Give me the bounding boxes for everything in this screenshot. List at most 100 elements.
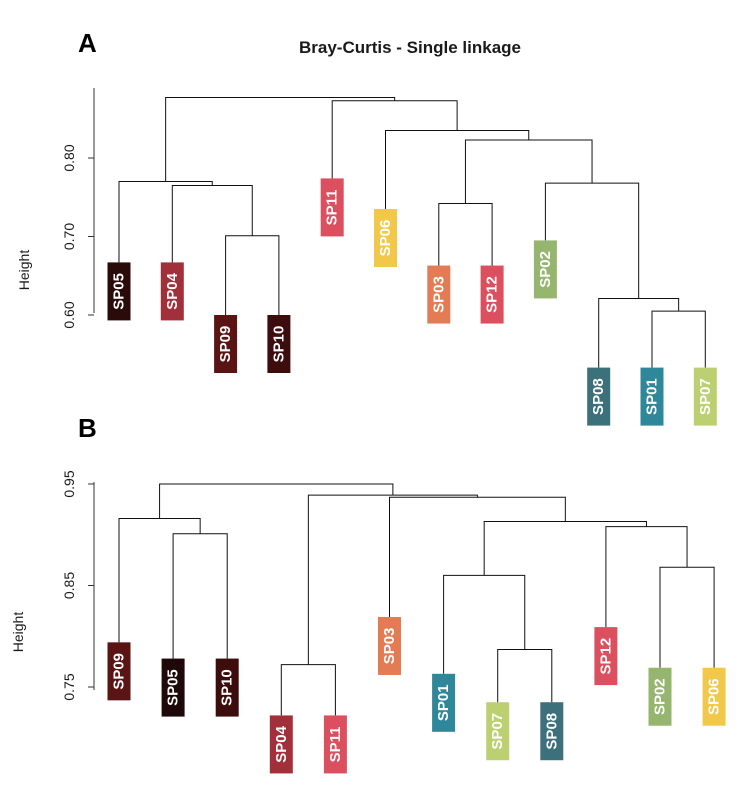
panel-b-y-tick-label: 0.75 bbox=[61, 673, 77, 700]
panel-a: A Bray-Curtis - Single linkage 0.600.700… bbox=[16, 28, 717, 426]
panel-b-branch bbox=[172, 533, 228, 659]
panel-a-branch bbox=[598, 298, 680, 368]
leaf-label-box bbox=[320, 178, 344, 237]
leaf-label-box bbox=[594, 627, 618, 686]
panel-b-branch bbox=[443, 574, 526, 674]
leaf-label-box bbox=[161, 658, 185, 717]
leaf-label: SP09 bbox=[217, 326, 234, 363]
panel-a-letter: A bbox=[78, 28, 97, 58]
leaf-label: SP08 bbox=[543, 713, 560, 750]
panel-a-branch bbox=[225, 235, 280, 315]
panel-a-dendrogram: SP05 SP04 SP09 SP10 SP11 SP06 SP03 SP12 SP02 SP08… bbox=[107, 97, 717, 426]
panel-b-letter: B bbox=[78, 413, 97, 443]
leaf-label: SP11 bbox=[327, 726, 344, 762]
leaf-label-box bbox=[107, 262, 131, 321]
leaf-label: SP06 bbox=[377, 220, 394, 257]
leaf-label: SP07 bbox=[489, 713, 506, 750]
leaf-label-box bbox=[269, 715, 293, 774]
leaf-label-box bbox=[107, 642, 131, 701]
leaf-sp07: SP07 bbox=[486, 702, 510, 761]
panel-a-y-tick-label: 0.80 bbox=[61, 144, 77, 171]
panel-b-branch bbox=[497, 648, 553, 703]
leaf-sp05: SP05 bbox=[161, 658, 185, 717]
leaf-label-box bbox=[374, 209, 397, 268]
leaf-label-box bbox=[533, 240, 557, 299]
panel-a-branch bbox=[118, 181, 213, 263]
panel-a-branch bbox=[464, 139, 593, 204]
panel-a-y-axis-title: Height bbox=[16, 250, 32, 291]
panel-b-y-axis-title: Height bbox=[10, 612, 26, 653]
panel-b-branch bbox=[659, 566, 715, 668]
leaf-label: SP11 bbox=[324, 189, 341, 225]
leaf-label: SP04 bbox=[164, 272, 181, 309]
panel-b-y-axis: 0.75 0.85 0.95 Height bbox=[10, 470, 95, 701]
leaf-label: SP01 bbox=[435, 684, 452, 721]
leaf-label-box bbox=[160, 262, 184, 321]
leaf-sp03: SP03 bbox=[427, 265, 451, 324]
panel-a-y-tick-label: 0.60 bbox=[61, 301, 77, 328]
leaf-label: SP01 bbox=[644, 378, 661, 415]
leaf-label: SP07 bbox=[697, 378, 714, 415]
leaf-label-box bbox=[215, 658, 239, 717]
leaf-label: SP03 bbox=[430, 276, 447, 313]
panel-b-branch bbox=[280, 664, 336, 716]
leaf-label: SP05 bbox=[111, 273, 128, 310]
leaf-label-box bbox=[480, 265, 504, 324]
leaf-sp12: SP12 bbox=[594, 627, 618, 686]
leaf-label-box bbox=[323, 715, 347, 774]
leaf-label-box bbox=[702, 667, 726, 726]
panel-a-branch bbox=[438, 203, 493, 266]
panel-b-branch bbox=[159, 483, 394, 519]
leaf-label: SP08 bbox=[590, 378, 607, 415]
leaf-sp12: SP12 bbox=[480, 265, 504, 324]
leaf-sp02: SP02 bbox=[648, 667, 672, 726]
leaf-label: SP10 bbox=[219, 669, 236, 706]
leaf-sp06: SP06 bbox=[374, 209, 397, 268]
leaf-sp04: SP04 bbox=[269, 715, 293, 774]
leaf-sp07: SP07 bbox=[693, 367, 717, 426]
leaf-label-box bbox=[432, 673, 456, 732]
leaf-sp03: SP03 bbox=[378, 616, 401, 675]
leaf-sp09: SP09 bbox=[107, 642, 131, 701]
leaf-label: SP09 bbox=[111, 653, 128, 690]
leaf-sp02: SP02 bbox=[533, 240, 557, 299]
leaf-sp08: SP08 bbox=[587, 367, 611, 426]
leaf-label: SP02 bbox=[652, 678, 669, 715]
panel-b-branch bbox=[483, 521, 647, 576]
panel-b-y-tick-label: 0.85 bbox=[61, 572, 77, 599]
panel-a-y-axis: 0.60 0.70 0.80 Height bbox=[16, 88, 95, 329]
leaf-label: SP03 bbox=[381, 628, 398, 665]
panel-a-branch bbox=[385, 130, 530, 210]
leaf-label-box bbox=[267, 315, 291, 373]
panel-a-branch bbox=[171, 184, 253, 263]
panel-a-branch bbox=[651, 310, 706, 368]
leaf-label: SP10 bbox=[270, 326, 287, 363]
leaf-sp08: SP08 bbox=[540, 702, 564, 761]
panel-b-dendrogram: SP09 SP05 SP10 SP04 SP11 SP03 SP01 SP07 SP08 SP12… bbox=[107, 483, 726, 774]
leaf-label-box bbox=[378, 616, 401, 675]
leaf-label: SP05 bbox=[165, 669, 182, 706]
leaf-label: SP12 bbox=[484, 276, 501, 313]
leaf-label-box bbox=[693, 367, 717, 426]
panel-b-branch bbox=[118, 518, 201, 643]
leaf-sp11: SP11 bbox=[323, 715, 347, 774]
panel-a-branch bbox=[544, 182, 640, 299]
leaf-label: SP06 bbox=[706, 678, 723, 715]
leaf-sp01: SP01 bbox=[432, 673, 456, 732]
leaf-sp09: SP09 bbox=[214, 315, 238, 373]
panel-b-branch bbox=[389, 496, 566, 617]
leaf-sp11: SP11 bbox=[320, 178, 344, 237]
leaf-sp10: SP10 bbox=[267, 315, 291, 373]
leaf-label-box bbox=[427, 265, 451, 324]
leaf-sp01: SP01 bbox=[640, 367, 664, 426]
leaf-sp10: SP10 bbox=[215, 658, 239, 717]
panel-a-branch bbox=[165, 97, 396, 182]
panel-b-branch bbox=[605, 526, 688, 628]
leaf-label-box bbox=[640, 367, 664, 426]
leaf-label: SP12 bbox=[597, 638, 614, 675]
leaf-label-box bbox=[540, 702, 564, 761]
leaf-sp05: SP05 bbox=[107, 262, 131, 321]
leaf-sp04: SP04 bbox=[160, 262, 184, 321]
